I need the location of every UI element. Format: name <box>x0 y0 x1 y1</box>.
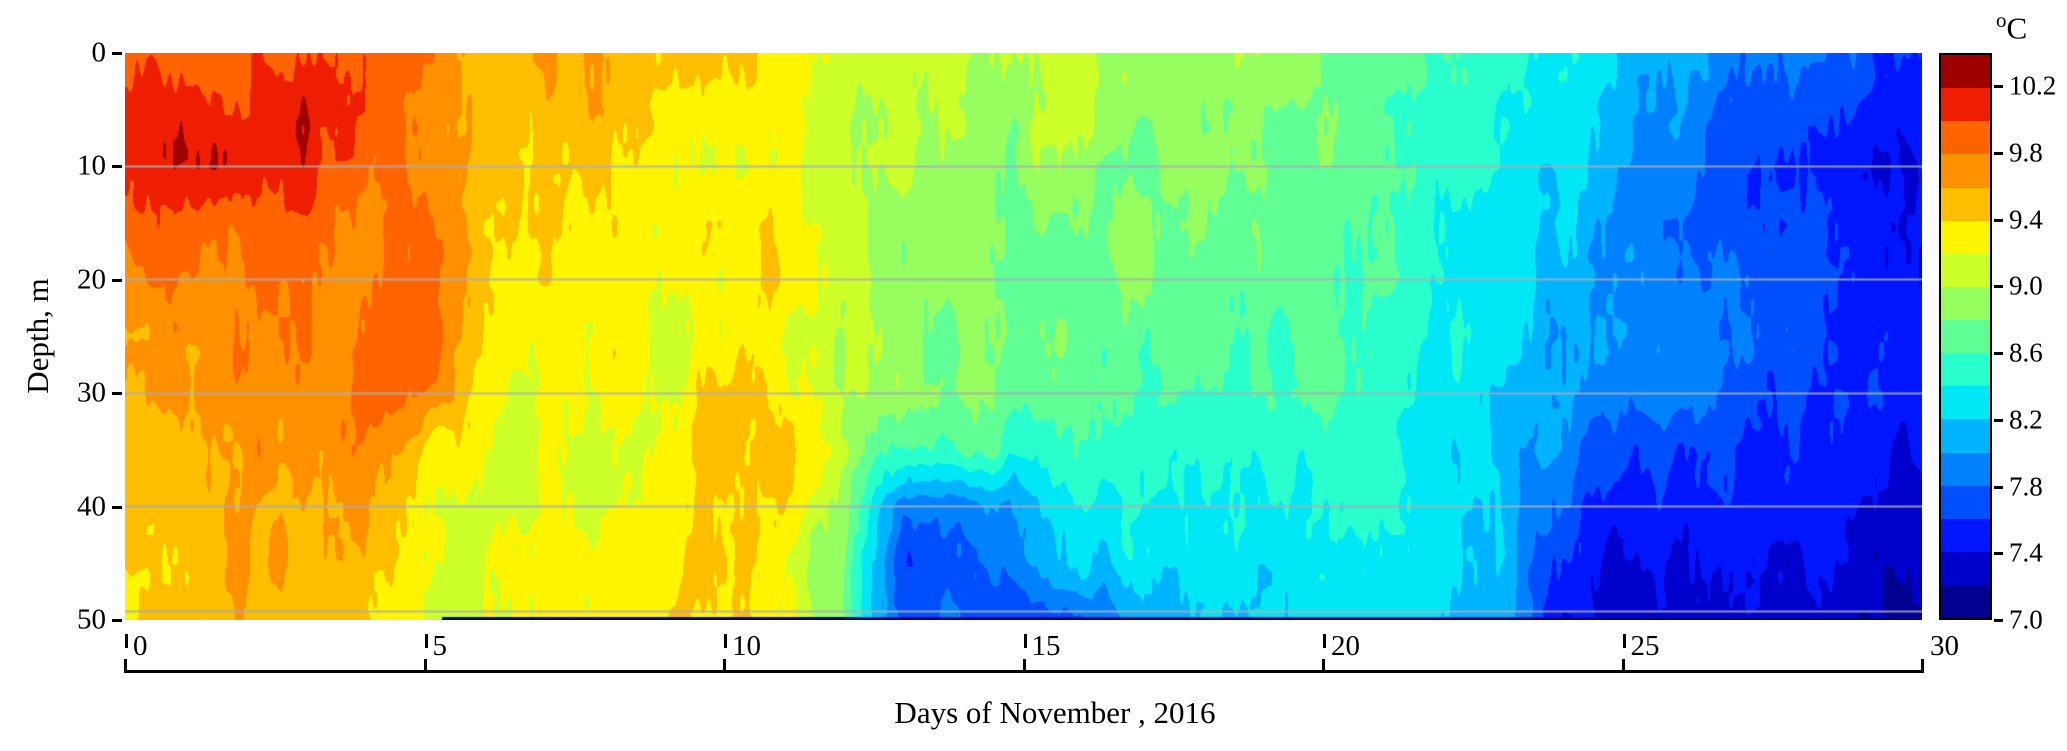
colorbar-tick-label: 7.0 <box>2009 604 2043 635</box>
y-tick-label: 20 <box>77 263 106 296</box>
colorbar-tick-label: 8.2 <box>2009 404 2043 435</box>
colorbar-band <box>1941 353 1990 387</box>
x-axis-line-tick <box>1322 659 1325 673</box>
colorbar-band <box>1941 220 1990 254</box>
x-tick-label: 15 <box>1031 630 1061 662</box>
colorbar-band <box>1941 286 1990 320</box>
colorbar-band <box>1941 253 1990 287</box>
colorbar-band <box>1941 320 1990 354</box>
x-axis-line-tick <box>124 659 127 673</box>
colorbar-tick-label: 8.6 <box>2009 337 2043 368</box>
colorbar-tick <box>1994 85 2003 89</box>
x-axis-line-tick <box>423 659 427 673</box>
colorbar-band <box>1941 55 1990 89</box>
x-axis-line-tick <box>1621 659 1625 673</box>
x-tick-label: 25 <box>1630 630 1660 662</box>
colorbar <box>1939 53 1992 620</box>
x-axis-line <box>124 659 1924 673</box>
x-tick-label: 20 <box>1331 630 1360 662</box>
x-axis-tick <box>1023 634 1027 648</box>
x-axis-tick <box>1622 634 1626 648</box>
x-axis-tick <box>724 634 727 648</box>
colorbar-band <box>1941 485 1990 519</box>
colorbar-band <box>1941 452 1990 486</box>
y-tick-label: 10 <box>77 149 106 182</box>
y-axis-tick <box>112 52 122 55</box>
colorbar-tick-label: 9.0 <box>2009 270 2043 301</box>
colorbar-band <box>1941 154 1990 188</box>
colorbar-tick <box>1994 218 2003 222</box>
colorbar-band <box>1941 518 1990 552</box>
y-axis-tick <box>112 278 122 282</box>
y-tick-label: 50 <box>77 603 106 636</box>
colorbar-tick <box>1994 152 2003 156</box>
colorbar-band <box>1941 121 1990 155</box>
y-tick-label: 0 <box>91 36 107 69</box>
colorbar-band <box>1941 88 1990 122</box>
colorbar-tick <box>1994 485 2003 489</box>
colorbar-tick-label: 10.2 <box>2009 70 2057 101</box>
colorbar-tick-label: 7.4 <box>2009 537 2043 568</box>
heatmap-canvas <box>125 53 1922 620</box>
colorbar-band <box>1941 585 1990 619</box>
colorbar-tick <box>1994 619 2003 622</box>
colorbar-tick-label: 9.4 <box>2009 204 2043 235</box>
x-axis-tick <box>125 634 128 648</box>
y-tick-label: 30 <box>77 376 106 409</box>
x-axis-tick <box>1323 634 1326 648</box>
x-tick-label: 5 <box>432 630 448 662</box>
colorbar-band <box>1941 187 1990 221</box>
colorbar-band <box>1941 419 1990 453</box>
x-axis-tick <box>424 634 428 648</box>
unit-letter: C <box>2006 10 2028 46</box>
y-axis-tick <box>112 165 122 169</box>
x-axis-line-tick <box>723 659 726 673</box>
colorbar-tick-label: 9.8 <box>2009 137 2043 168</box>
y-axis-tick <box>112 619 122 622</box>
colorbar-tick <box>1994 552 2003 556</box>
colorbar-band <box>1941 551 1990 585</box>
degree-symbol: o <box>1996 8 2007 32</box>
x-axis-title: Days of November , 2016 <box>894 695 1216 730</box>
x-tick-label: 30 <box>1930 630 1959 662</box>
x-axis-line-tick <box>1921 659 1924 673</box>
colorbar-band <box>1941 386 1990 420</box>
y-tick-label: 40 <box>77 490 106 523</box>
colorbar-tick-label: 7.8 <box>2009 471 2043 502</box>
colorbar-tick <box>1994 285 2003 289</box>
colorbar-unit-label: oC <box>1996 8 2027 46</box>
colorbar-tick <box>1994 418 2003 422</box>
x-tick-label: 10 <box>732 630 761 662</box>
x-tick-label: 0 <box>133 630 148 662</box>
y-axis-tick <box>112 392 122 396</box>
x-axis-line-tick <box>1022 659 1026 673</box>
colorbar-tick <box>1994 352 2003 356</box>
y-axis-tick <box>112 505 122 509</box>
